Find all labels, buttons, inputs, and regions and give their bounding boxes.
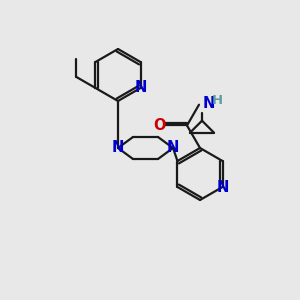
Text: N: N — [112, 140, 124, 155]
Text: N: N — [216, 179, 229, 194]
Text: O: O — [154, 118, 166, 133]
Text: N: N — [203, 96, 215, 111]
Text: H: H — [212, 94, 223, 107]
Text: N: N — [134, 80, 147, 95]
Text: N: N — [167, 140, 179, 155]
